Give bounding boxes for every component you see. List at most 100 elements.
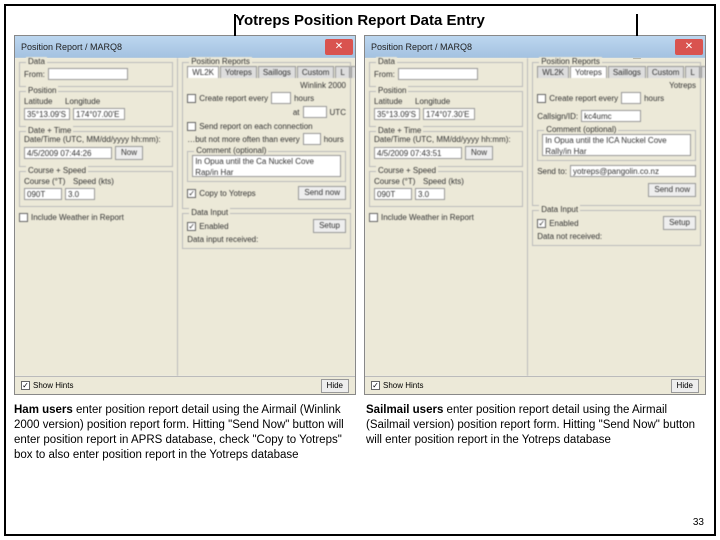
sendto-input[interactable]: yotreps@pangolin.co.nz [570, 165, 696, 177]
course-label: Course (°T) [374, 177, 420, 186]
copy-yotreps-checkbox[interactable]: ✓ [187, 189, 196, 198]
hours-label: hours [644, 94, 664, 103]
create-every-label: Create report every [549, 94, 618, 103]
close-icon[interactable]: ✕ [325, 39, 353, 55]
left-column: Data From: Position Latitude Longitude [365, 58, 528, 376]
create-every-checkbox[interactable] [187, 94, 196, 103]
course-group: Course + Speed Course (°T) Speed (kts) 0… [369, 171, 523, 207]
tab-yotreps[interactable]: Yotreps [570, 66, 607, 78]
datetime-group: Date + Time Date/Time (UTC, MM/dd/yyyy h… [369, 131, 523, 167]
lat-input[interactable]: 35°13.09'S [374, 108, 420, 120]
panels-container: Position Report / MARQ8 ✕ Data From: Pos… [14, 35, 706, 395]
footer-right: ✓ Show Hints Hide [365, 376, 705, 394]
title-row: Yotreps Position Report Data Entry [14, 10, 706, 35]
lon-input[interactable]: 174°07.00'E [73, 108, 125, 120]
lon-label: Longitude [65, 97, 113, 106]
send-now-button[interactable]: Send now [298, 186, 346, 200]
tab-wl2k[interactable]: WL2K [187, 66, 219, 78]
group-label: Comment (optional) [194, 146, 268, 155]
datetime-group: Date + Time Date/Time (UTC, MM/dd/yyyy h… [19, 131, 173, 167]
from-label: From: [374, 70, 395, 79]
not-more-input[interactable] [303, 133, 321, 145]
enabled-label: Enabled [549, 219, 578, 228]
datetime-input[interactable]: 4/5/2009 07:44:26 [24, 147, 112, 159]
datetime-input[interactable]: 4/5/2009 07:43:51 [374, 147, 462, 159]
speed-input[interactable]: 3.0 [65, 188, 95, 200]
group-label: Course + Speed [26, 166, 88, 175]
from-input[interactable] [398, 68, 478, 80]
tab-saillogs[interactable]: Saillogs [258, 66, 296, 78]
setup-button[interactable]: Setup [663, 216, 696, 230]
group-label: Comment (optional) [544, 125, 618, 134]
at-input[interactable] [303, 106, 327, 118]
send-now-button[interactable]: Send now [648, 183, 696, 197]
tab-l[interactable]: L [335, 66, 349, 78]
caption-bold: Sailmail users [366, 404, 443, 416]
tab-custom[interactable]: Custom [297, 66, 335, 78]
enabled-checkbox[interactable]: ✓ [537, 219, 546, 228]
slide-border: Yotreps Position Report Data Entry Posit… [4, 4, 716, 536]
subtitle: Yotreps [537, 81, 696, 90]
lat-label: Latitude [24, 97, 62, 106]
setup-button[interactable]: Setup [313, 219, 346, 233]
course-input[interactable]: 090T [24, 188, 62, 200]
enabled-checkbox[interactable]: ✓ [187, 222, 196, 231]
course-group: Course + Speed Course (°T) Speed (kts) 0… [19, 171, 173, 207]
tab-custom[interactable]: Custom [647, 66, 685, 78]
send-each-label: Send report on each connection [199, 122, 312, 131]
send-each-checkbox[interactable] [187, 122, 196, 131]
from-label: From: [24, 70, 45, 79]
hours2-label: hours [324, 135, 344, 144]
group-label: Position Reports [539, 57, 602, 66]
comment-input[interactable]: In Opua until the ICA Nuckel Cove Rally/… [542, 134, 691, 156]
show-hints-checkbox[interactable]: ✓ [21, 381, 30, 390]
hide-button[interactable]: Hide [671, 379, 699, 393]
datetime-label: Date/Time (UTC, MM/dd/yyyy hh:mm): [24, 135, 168, 144]
hide-button[interactable]: Hide [321, 379, 349, 393]
lon-label: Longitude [415, 97, 463, 106]
tab-scroll-right[interactable]: › [351, 66, 356, 78]
create-every-checkbox[interactable] [537, 94, 546, 103]
caption-bold: Ham users [14, 404, 73, 416]
from-input[interactable] [48, 68, 128, 80]
data-group: Data From: [369, 62, 523, 87]
right-column: Position Reports WL2K Yotreps Saillogs C… [178, 58, 355, 376]
hours-input[interactable] [271, 92, 291, 104]
tab-l[interactable]: L [685, 66, 699, 78]
include-wx-checkbox[interactable] [19, 213, 28, 222]
course-label: Course (°T) [24, 177, 70, 186]
course-input[interactable]: 090T [374, 188, 412, 200]
comment-input[interactable]: In Opua until the Ca Nuckel Cove Rap/in … [192, 155, 341, 177]
position-group: Position Latitude Longitude 35°13.09'S 1… [19, 91, 173, 127]
tab-wl2k[interactable]: WL2K [537, 66, 569, 78]
speed-input[interactable]: 3.0 [415, 188, 445, 200]
window-title-right: Position Report / MARQ8 [371, 42, 472, 52]
lon-input[interactable]: 174°07.30'E [423, 108, 475, 120]
lat-label: Latitude [374, 97, 412, 106]
tabs: WL2K Yotreps Saillogs Custom L › [187, 66, 346, 78]
now-button[interactable]: Now [115, 146, 143, 160]
include-wx-label: Include Weather in Report [381, 213, 474, 222]
group-label: Position Reports [189, 57, 252, 66]
left-panel: Position Report / MARQ8 ✕ Data From: Pos… [14, 35, 356, 395]
tab-scroll-right[interactable]: › [701, 66, 706, 78]
now-button[interactable]: Now [465, 146, 493, 160]
footer-left: ✓ Show Hints Hide [15, 376, 355, 394]
close-icon[interactable]: ✕ [675, 39, 703, 55]
window-titlebar-left: Position Report / MARQ8 ✕ [15, 36, 355, 58]
tab-yotreps[interactable]: Yotreps [220, 66, 257, 78]
comment-group: Comment (optional) In Opua until the Ca … [187, 151, 346, 182]
callsign-input[interactable]: kc4umc [581, 110, 641, 122]
window-body-left: Data From: Position Latitude Longitude [15, 58, 355, 376]
group-label: Position [26, 86, 58, 95]
window-title-left: Position Report / MARQ8 [21, 42, 122, 52]
show-hints-checkbox[interactable]: ✓ [371, 381, 380, 390]
speed-label: Speed (kts) [423, 177, 464, 186]
lat-input[interactable]: 35°13.09'S [24, 108, 70, 120]
tab-saillogs[interactable]: Saillogs [608, 66, 646, 78]
include-wx-checkbox[interactable] [369, 213, 378, 222]
hours-input[interactable] [621, 92, 641, 104]
tabs: WL2K Yotreps Saillogs Custom L › [537, 66, 696, 78]
data-input-group: Data Input ✓ Enabled Setup Data input re… [182, 213, 351, 249]
group-label: Course + Speed [376, 166, 438, 175]
